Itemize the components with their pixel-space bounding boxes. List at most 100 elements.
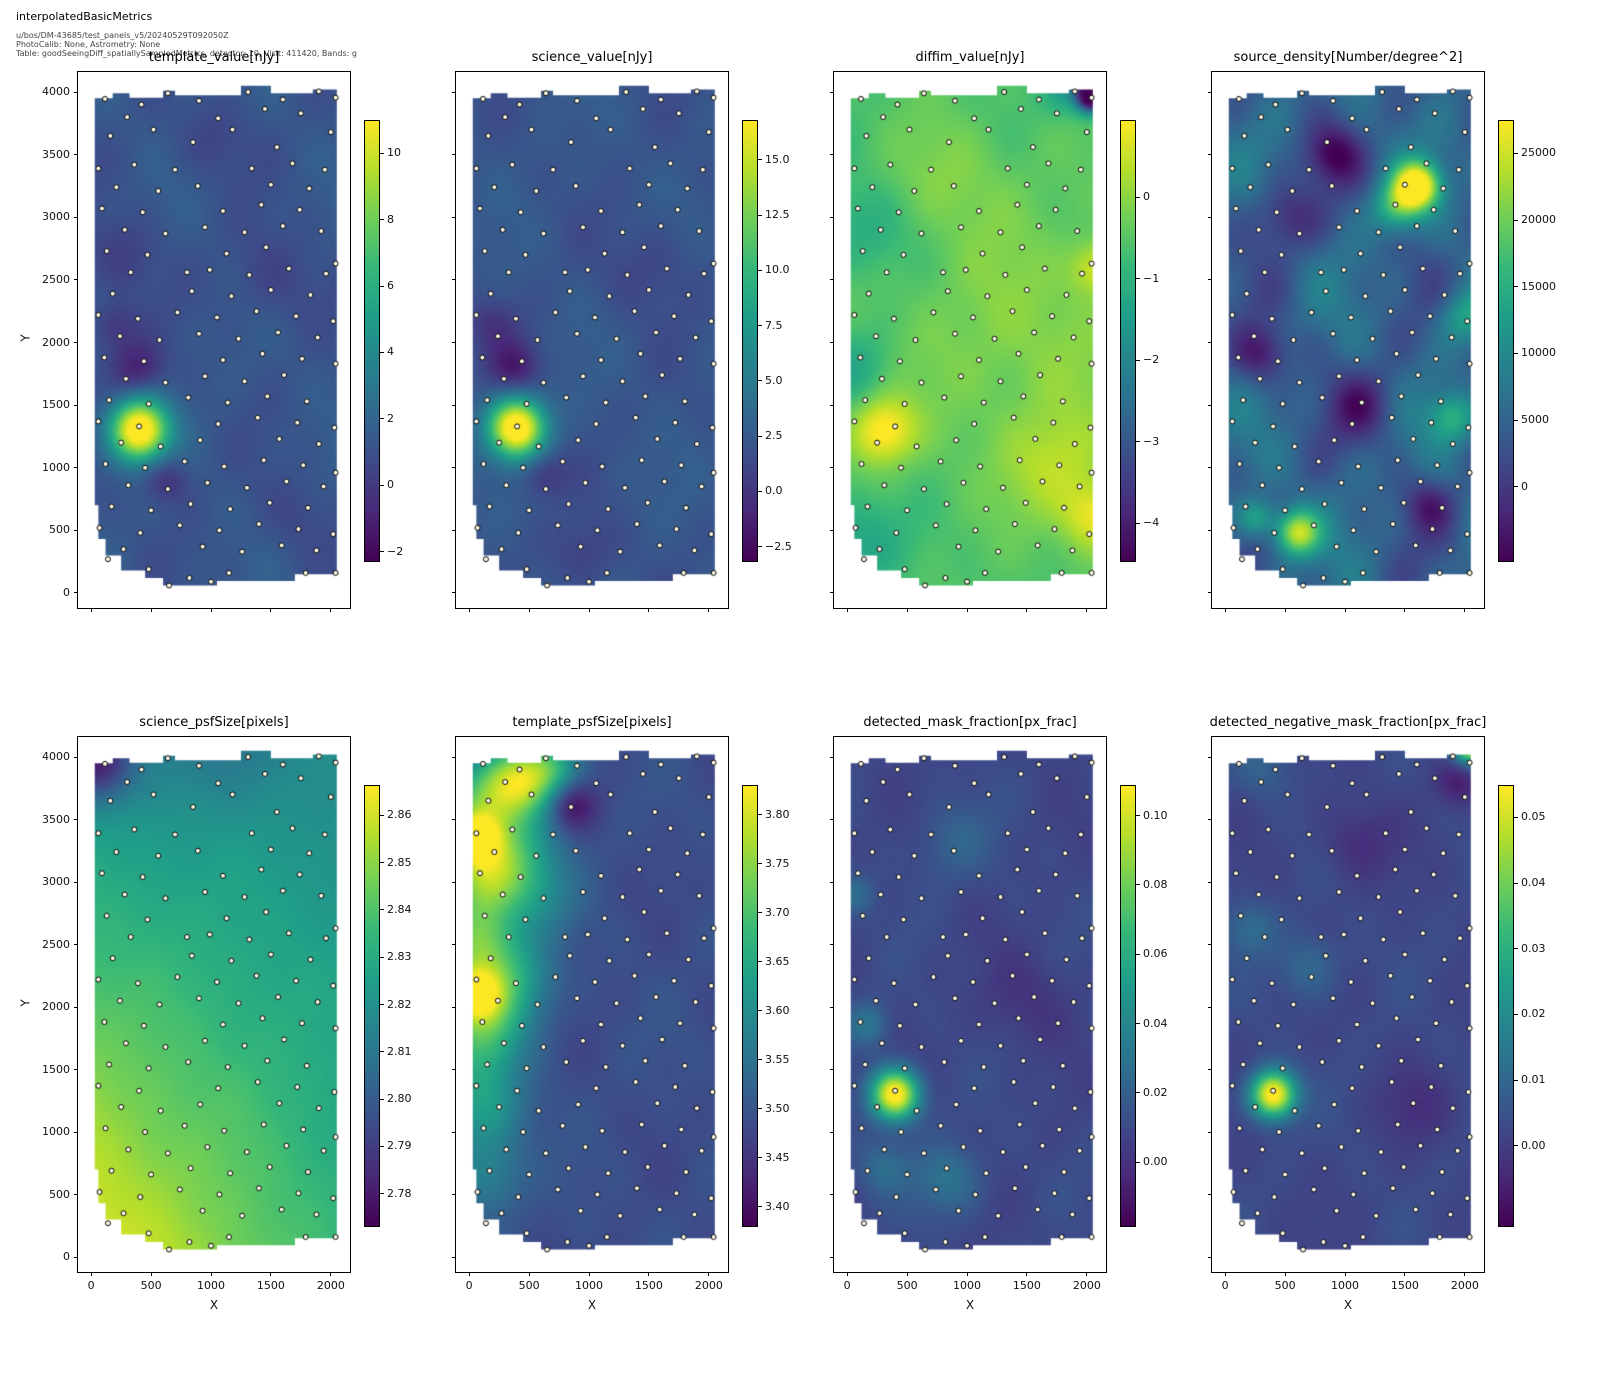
y-tick-mark bbox=[830, 944, 834, 945]
y-tick-mark bbox=[830, 1069, 834, 1070]
colorbar-tick-mark bbox=[380, 1004, 384, 1005]
y-tick-mark bbox=[74, 91, 78, 93]
x-tick-mark bbox=[1404, 1272, 1406, 1276]
x-tick-mark bbox=[966, 608, 968, 612]
y-tick-mark bbox=[452, 944, 456, 945]
colorbar-tick-label: 2.80 bbox=[387, 1092, 412, 1106]
colorbar-tick-mark bbox=[758, 490, 762, 492]
y-tick-mark bbox=[452, 1006, 456, 1008]
x-tick-label: 0 bbox=[465, 1279, 473, 1292]
x-tick-mark bbox=[846, 1272, 848, 1276]
colorbar-tick-label: 0.03 bbox=[1521, 941, 1546, 955]
colorbar bbox=[364, 120, 380, 562]
colorbar-tick-label: 0 bbox=[1521, 479, 1528, 493]
colorbar-tick-label: 2.81 bbox=[387, 1044, 412, 1058]
colorbar-tick-label: 3.75 bbox=[765, 856, 790, 870]
colorbar-tick-mark bbox=[1514, 286, 1518, 288]
colorbar-tick-label: 0.00 bbox=[1521, 1138, 1546, 1152]
y-tick-mark bbox=[1208, 154, 1212, 156]
colorbar-tick-mark bbox=[380, 956, 384, 958]
figure-meta-line-2: PhotoCalib: None, Astrometry: None bbox=[16, 40, 161, 49]
x-tick-mark bbox=[330, 608, 332, 612]
colorbar-tick-mark bbox=[758, 325, 762, 327]
colorbar-tick-mark bbox=[1514, 1013, 1518, 1015]
colorbar bbox=[742, 784, 758, 1227]
colorbar-tick-mark bbox=[1514, 1079, 1518, 1081]
x-tick-mark bbox=[1284, 1272, 1286, 1276]
x-tick-mark bbox=[270, 608, 272, 612]
panel-title: science_psfSize[pixels] bbox=[139, 715, 289, 730]
colorbar-tick-label: −2 bbox=[387, 544, 404, 558]
x-tick-mark bbox=[90, 1272, 92, 1276]
colorbar-tick-label: 12.5 bbox=[765, 208, 790, 222]
y-tick-mark bbox=[1208, 592, 1212, 594]
x-tick-mark bbox=[468, 1272, 470, 1276]
x-tick-mark bbox=[1344, 1272, 1346, 1276]
x-tick-label: 1500 bbox=[634, 1279, 663, 1292]
y-tick-mark bbox=[830, 154, 834, 156]
x-tick-mark bbox=[1464, 1272, 1466, 1276]
y-tick-label: 3000 bbox=[42, 210, 70, 224]
colorbar-tick-mark bbox=[380, 1098, 384, 1100]
colorbar-tick-label: 10 bbox=[387, 146, 401, 160]
colorbar-tick-label: 8 bbox=[387, 212, 394, 226]
x-tick-mark bbox=[906, 608, 908, 612]
colorbar bbox=[1498, 120, 1514, 562]
x-tick-label: 2000 bbox=[1072, 1279, 1101, 1292]
x-tick-mark bbox=[708, 608, 710, 612]
colorbar-tick-label: 0.10 bbox=[1143, 808, 1168, 822]
heatmap-canvas bbox=[455, 736, 729, 1273]
y-tick-mark bbox=[452, 1194, 456, 1195]
x-tick-mark bbox=[1224, 608, 1226, 612]
colorbar-tick-label: 5000 bbox=[1521, 413, 1549, 426]
y-tick-mark bbox=[1208, 404, 1212, 406]
y-tick-mark bbox=[74, 529, 78, 531]
colorbar-tick-label: −4 bbox=[1143, 516, 1160, 530]
x-tick-mark bbox=[1026, 1272, 1028, 1276]
y-tick-mark bbox=[74, 404, 78, 406]
colorbar-tick-label: 3.55 bbox=[765, 1052, 790, 1066]
colorbar-tick-mark bbox=[1514, 816, 1518, 818]
colorbar-tick-label: 0.04 bbox=[1521, 876, 1546, 889]
x-tick-mark bbox=[1404, 608, 1406, 612]
colorbar-tick-label: 15.0 bbox=[765, 152, 790, 166]
y-tick-mark bbox=[1208, 944, 1212, 945]
x-axis-label: X bbox=[1343, 1298, 1353, 1312]
x-tick-mark bbox=[468, 608, 470, 612]
y-tick-mark bbox=[74, 342, 78, 343]
y-tick-mark bbox=[74, 1131, 78, 1133]
y-tick-label: 1000 bbox=[42, 460, 70, 474]
colorbar-tick-mark bbox=[1136, 815, 1140, 817]
colorbar-tick-label: 4 bbox=[387, 345, 394, 359]
panel-title: diffim_value[nJy] bbox=[915, 50, 1025, 65]
y-tick-mark bbox=[452, 529, 456, 531]
y-tick-label: 3500 bbox=[42, 812, 70, 826]
colorbar-tick-mark bbox=[1514, 352, 1518, 354]
y-tick-mark bbox=[830, 216, 834, 218]
x-tick-label: 1500 bbox=[1012, 1279, 1041, 1292]
x-tick-mark bbox=[90, 608, 92, 612]
colorbar-tick-mark bbox=[1514, 882, 1518, 884]
y-tick-mark bbox=[1208, 279, 1212, 281]
colorbar-tick-mark bbox=[380, 1193, 384, 1195]
y-tick-mark bbox=[74, 1256, 78, 1258]
colorbar-tick-mark bbox=[758, 961, 762, 963]
x-tick-label: 2000 bbox=[1450, 1279, 1479, 1292]
y-tick-mark bbox=[1208, 342, 1212, 343]
x-tick-mark bbox=[708, 1272, 710, 1276]
x-tick-mark bbox=[588, 608, 590, 612]
y-tick-mark bbox=[830, 342, 834, 343]
y-tick-mark bbox=[830, 819, 834, 820]
y-axis-label: Y bbox=[18, 334, 33, 342]
x-tick-label: 2000 bbox=[694, 1279, 723, 1292]
colorbar-tick-mark bbox=[1136, 522, 1140, 524]
colorbar-tick-label: 3.60 bbox=[765, 1003, 790, 1017]
y-tick-mark bbox=[452, 881, 456, 883]
colorbar-tick-mark bbox=[1514, 486, 1518, 488]
colorbar-tick-label: 0 bbox=[387, 478, 394, 492]
colorbar bbox=[1498, 784, 1514, 1227]
y-tick-mark bbox=[830, 467, 834, 469]
colorbar-tick-mark bbox=[758, 1108, 762, 1110]
y-tick-mark bbox=[452, 592, 456, 594]
